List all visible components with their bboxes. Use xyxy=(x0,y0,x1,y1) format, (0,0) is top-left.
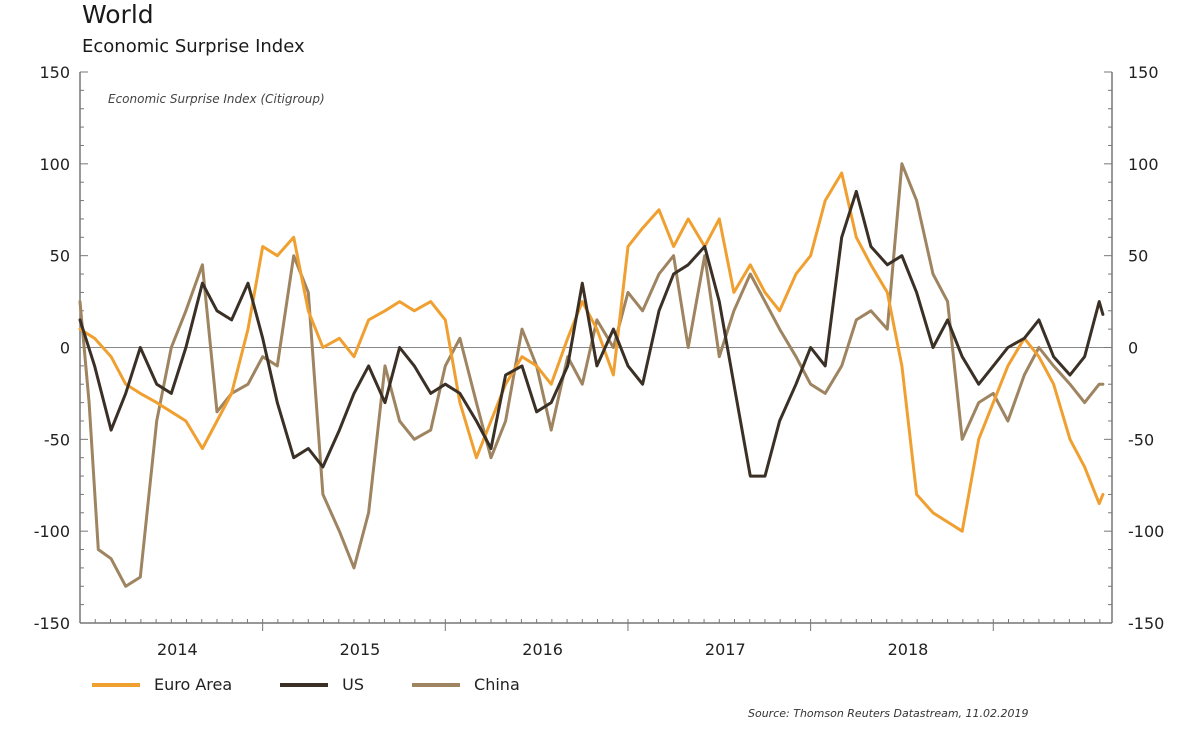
y-tick-label-right: -150 xyxy=(1128,614,1164,633)
legend-swatch-china xyxy=(412,682,461,687)
y-tick-label-right: -100 xyxy=(1128,522,1164,541)
source-note: Source: Thomson Reuters Datastream, 11.0… xyxy=(748,707,1029,720)
series-line-china xyxy=(78,162,1105,588)
y-tick-label-left: -150 xyxy=(34,614,70,633)
legend-swatch-us xyxy=(280,682,329,687)
series-line-us xyxy=(78,189,1105,478)
legend-item-us: US xyxy=(280,675,364,694)
y-tick-label-left: -100 xyxy=(34,522,70,541)
y-tick-label-left: 100 xyxy=(39,155,70,174)
y-tick-label-right: 50 xyxy=(1128,247,1148,266)
legend-item-china: China xyxy=(412,675,520,694)
legend-swatch-euro-area xyxy=(92,682,140,687)
y-tick-label-left: -50 xyxy=(44,430,70,449)
x-tick-label: 2018 xyxy=(888,640,929,659)
y-tick-label-left: 0 xyxy=(60,339,70,358)
x-tick-label: 2016 xyxy=(522,640,563,659)
chart-title: World xyxy=(82,0,154,29)
x-tick-label: 2014 xyxy=(157,640,198,659)
x-tick-label: 2017 xyxy=(705,640,746,659)
legend-label-us: US xyxy=(342,675,365,694)
y-tick-label-left: 150 xyxy=(39,63,70,82)
legend-label-china: China xyxy=(474,675,520,694)
x-tick-label: 2015 xyxy=(340,640,381,659)
chart-annotation: Economic Surprise Index (Citigroup) xyxy=(108,92,325,106)
y-tick-label-right: 0 xyxy=(1128,339,1138,358)
legend-label-euro-area: Euro Area xyxy=(154,675,233,694)
chart-subtitle: Economic Surprise Index xyxy=(82,36,305,57)
legend: Euro Area US China xyxy=(92,675,568,694)
y-tick-label-left: 50 xyxy=(50,247,70,266)
y-tick-label-right: -50 xyxy=(1128,430,1154,449)
series-line-euro-area xyxy=(78,171,1105,533)
y-tick-label-right: 100 xyxy=(1128,155,1159,174)
legend-item-euro-area: Euro Area xyxy=(92,675,232,694)
y-tick-label-right: 150 xyxy=(1128,63,1159,82)
